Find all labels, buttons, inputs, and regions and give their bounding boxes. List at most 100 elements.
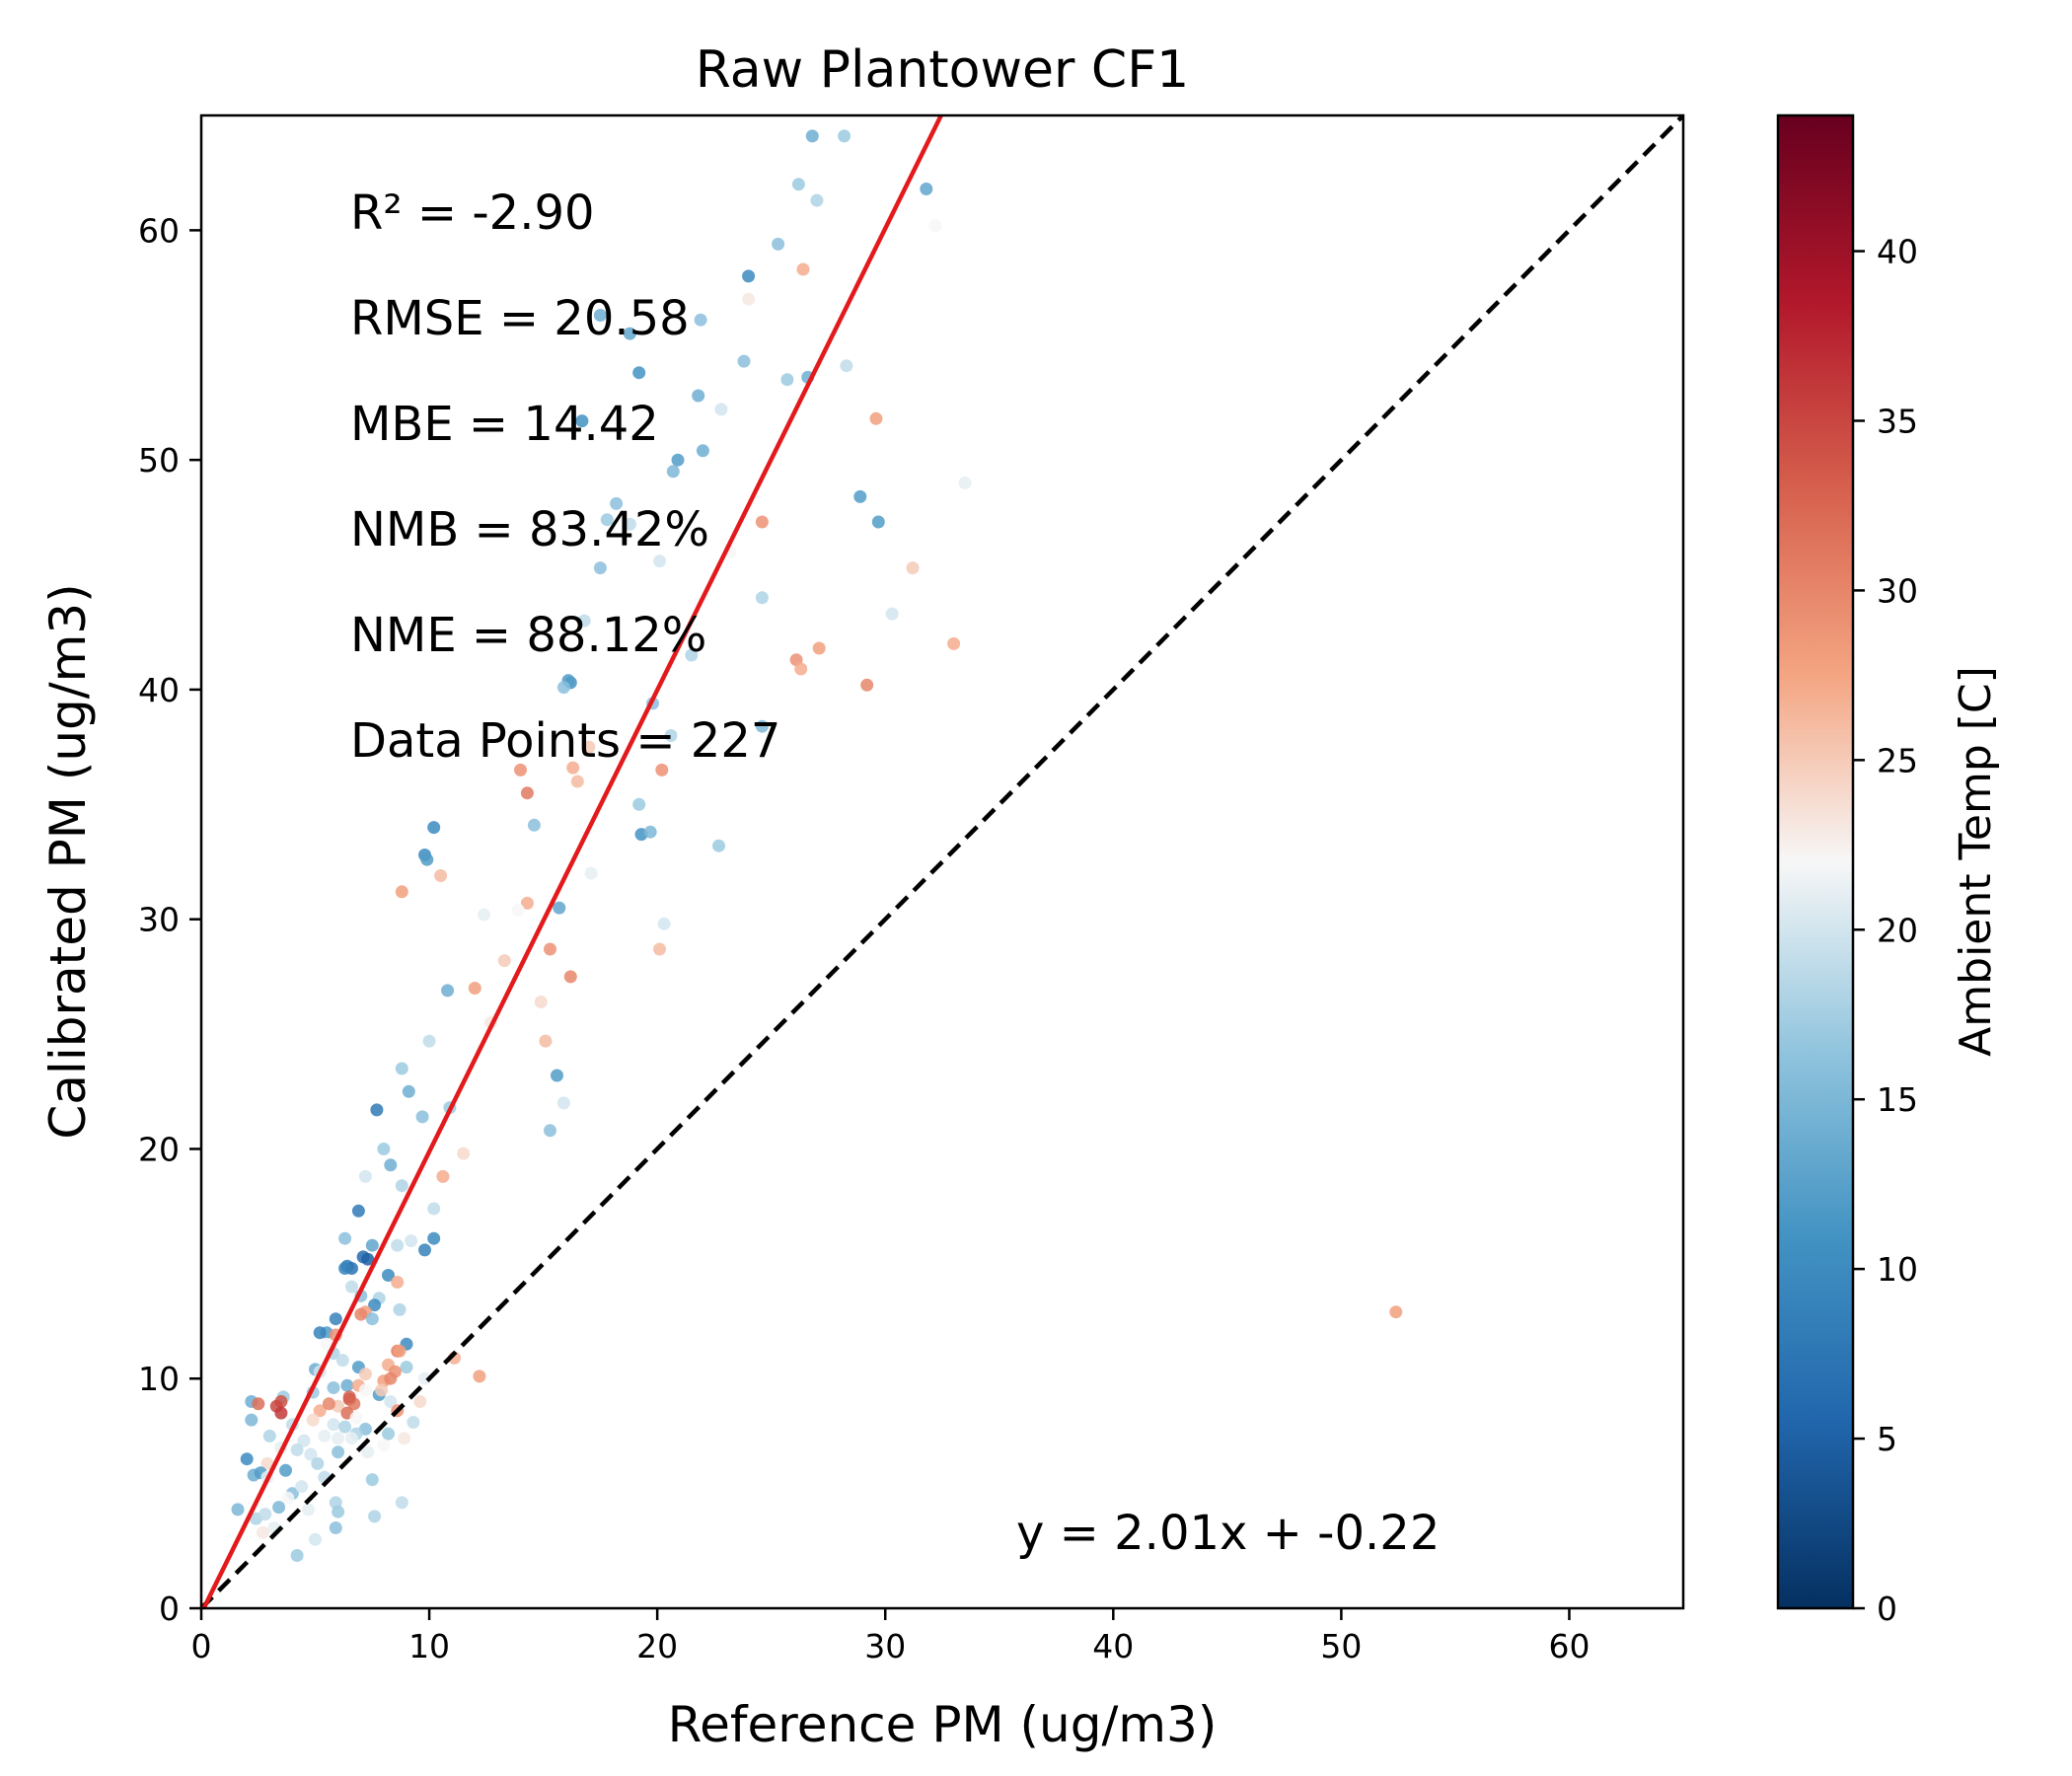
data-point [313,1326,327,1340]
data-point [370,1103,384,1117]
data-point [556,1096,570,1110]
colorbar [1776,113,1855,1610]
data-point [755,719,769,733]
colorbar-tick-label: 35 [1877,402,1918,440]
data-point [338,1420,352,1434]
y-tick-label: 30 [138,901,180,939]
data-point [840,359,853,373]
data-point [653,942,666,956]
data-point [377,1143,391,1155]
data-point [928,219,942,233]
data-point [304,1447,318,1461]
data-point [427,1202,441,1216]
data-point [384,1395,398,1408]
data-point [306,1413,320,1427]
data-point [231,1503,245,1517]
data-point [653,555,666,568]
data-point [420,852,434,866]
data-point [279,1463,292,1477]
data-point [871,515,885,529]
data-point [309,1532,322,1546]
data-point [794,662,808,676]
data-point [623,517,636,531]
data-point [812,641,826,655]
chart-title: Raw Plantower CF1 [696,40,1189,100]
data-point [329,1521,342,1534]
data-point [685,648,699,662]
data-point [527,818,541,832]
colorbar-ticks: 0 5 10 15 20 25 30 35 40 [1853,233,1918,1628]
data-point [245,1413,259,1427]
data-point [272,1501,286,1515]
data-point [418,1243,431,1257]
x-tick-label: 0 [191,1627,212,1665]
data-point [340,1378,354,1392]
data-point [780,373,794,387]
data-point [395,1179,408,1193]
data-point [551,1069,563,1082]
data-point [772,237,785,251]
data-point [354,1307,368,1321]
y-tick-label: 60 [138,211,180,250]
data-point [413,1395,427,1408]
colorbar-tick-label: 30 [1877,571,1918,610]
data-point [610,496,624,510]
data-point [534,996,548,1008]
data-point [805,129,819,143]
data-point [473,1369,486,1383]
data-point [563,970,577,984]
data-point [361,1252,375,1266]
data-point [290,1443,304,1456]
data-point [320,1337,333,1351]
data-point [375,1383,389,1397]
colorbar-tick-label: 20 [1877,911,1918,949]
data-point [427,821,441,835]
data-point [810,193,824,207]
data-point [302,1503,316,1517]
data-point [415,1110,429,1124]
data-point [920,183,933,195]
data-point [643,825,657,839]
data-point [755,591,769,605]
data-point [338,1231,352,1245]
data-point [407,1416,420,1429]
stat-line: NMB = 83.42% [350,502,709,557]
data-point [712,839,725,852]
data-point [313,1404,327,1418]
data-point [1389,1305,1403,1319]
data-point [395,885,408,899]
data-point [853,489,867,503]
data-point [692,389,705,403]
data-point [520,896,534,910]
x-axis-label: Reference PM (ug/m3) [668,1696,1218,1753]
data-point [436,1169,450,1183]
data-point [400,1361,413,1374]
data-point [384,1158,398,1172]
data-point [358,1383,372,1397]
data-point [755,515,769,529]
data-point [539,1034,553,1048]
data-point [349,1411,363,1425]
data-point [322,1397,335,1411]
data-point [544,1124,556,1138]
data-point [632,797,646,811]
data-point [274,1406,288,1420]
colorbar-tick-label: 10 [1877,1250,1918,1289]
data-point [345,1280,358,1294]
data-point [553,901,566,915]
data-point [332,1505,345,1518]
data-point [345,1432,358,1445]
data-point [393,1302,407,1316]
data-point [262,1429,276,1443]
data-point [368,1510,382,1523]
data-point [556,681,570,695]
data-point [544,942,556,956]
data-point [327,1418,340,1432]
data-point [860,678,874,692]
data-point [869,411,883,425]
stat-line: RMSE = 20.58 [350,291,690,346]
data-point [361,1445,375,1459]
data-point [358,1169,372,1183]
data-point [666,465,680,479]
data-point [478,908,490,922]
